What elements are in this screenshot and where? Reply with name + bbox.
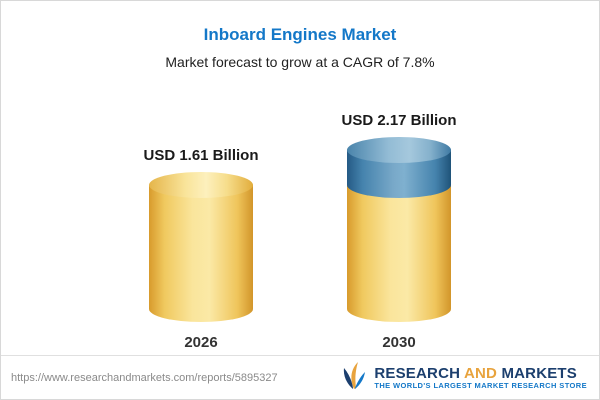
- cylinder-2026-body: [149, 172, 253, 322]
- bar-group-2026: USD 1.61 Billion 2026: [126, 147, 276, 351]
- value-label-2026: USD 1.61 Billion: [143, 147, 259, 164]
- plot-area: USD 1.61 Billion 2026 USD 2.17 Billion 2…: [1, 89, 599, 351]
- bar-group-2030: USD 2.17 Billion 2030: [324, 112, 474, 351]
- logo-wordmark: RESEARCH AND MARKETS: [374, 365, 577, 382]
- logo-word-research: RESEARCH: [374, 364, 461, 382]
- logo-flourish-icon: [341, 360, 367, 395]
- logo-word-markets: MARKETS: [501, 364, 578, 382]
- chart-title: Inboard Engines Market: [203, 25, 397, 44]
- cylinder-2030-top-ellipse: [347, 137, 451, 163]
- cylinder-2030-base-segment: [347, 185, 451, 322]
- cylinder-2030-growth-segment: [347, 137, 451, 198]
- footer-bar: https://www.researchandmarkets.com/repor…: [1, 355, 599, 399]
- logo-text-block: RESEARCH AND MARKETS THE WORLD'S LARGEST…: [374, 365, 587, 391]
- value-label-2030: USD 2.17 Billion: [341, 112, 457, 129]
- category-label-2030: 2030: [382, 334, 416, 351]
- research-and-markets-logo: RESEARCH AND MARKETS THE WORLD'S LARGEST…: [341, 360, 587, 395]
- logo-word-and: AND: [463, 364, 498, 382]
- logo-tagline: THE WORLD'S LARGEST MARKET RESEARCH STOR…: [374, 380, 587, 390]
- chart-subtitle: Market forecast to grow at a CAGR of 7.8…: [165, 54, 435, 70]
- cylinder-2026-top-ellipse: [149, 172, 253, 198]
- report-url: https://www.researchandmarkets.com/repor…: [11, 371, 278, 384]
- category-label-2026: 2026: [184, 334, 218, 351]
